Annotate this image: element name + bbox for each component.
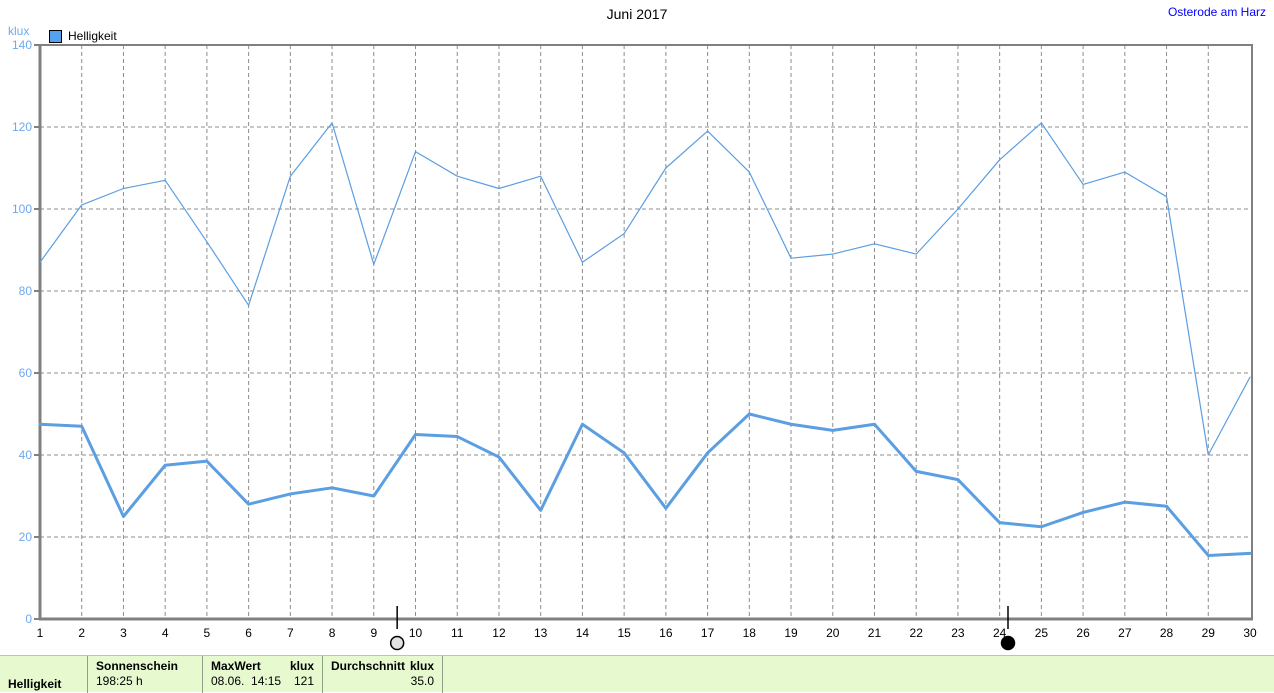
legend: Helligkeit xyxy=(49,29,117,43)
x-axis-label: 6 xyxy=(245,626,252,640)
x-axis-label: 14 xyxy=(576,626,590,640)
legend-swatch-icon xyxy=(49,29,62,43)
y-axis-label: 120 xyxy=(12,120,32,134)
maxvalue-value: 121 xyxy=(293,674,314,688)
x-axis-label: 17 xyxy=(701,626,715,640)
y-axis-label: 0 xyxy=(25,612,32,626)
x-axis-label: 22 xyxy=(910,626,924,640)
status-bar: Helligkeit Sonnenschein 198:25 h MaxWert… xyxy=(0,655,1274,693)
y-axis-label: 20 xyxy=(19,530,33,544)
average-title: Durchschnitt xyxy=(331,659,406,673)
station-link[interactable]: Osterode am Harz xyxy=(1167,5,1266,19)
legend-label: Helligkeit xyxy=(68,29,117,43)
status-empty-cell xyxy=(443,656,1274,693)
y-axis-label: 40 xyxy=(19,448,33,462)
x-axis-label: 3 xyxy=(120,626,127,640)
average-unit: klux xyxy=(409,659,434,673)
x-axis-label: 9 xyxy=(370,626,377,640)
x-axis-label: 5 xyxy=(204,626,211,640)
x-axis-label: 11 xyxy=(451,626,464,640)
x-axis-label: 24 xyxy=(993,626,1007,640)
x-axis-label: 19 xyxy=(784,626,798,640)
x-axis-label: 21 xyxy=(868,626,882,640)
status-maxvalue-cell: MaxWert klux 08.06. 14:15 121 xyxy=(203,656,323,693)
max-series-line xyxy=(39,122,1251,456)
y-axis-label: 60 xyxy=(19,366,33,380)
x-axis-label: 29 xyxy=(1202,626,1216,640)
sunshine-value: 198:25 h xyxy=(96,674,143,688)
sunshine-title: Sonnenschein xyxy=(96,659,179,673)
status-param-label: Helligkeit xyxy=(8,677,62,691)
page-title: Juni 2017 xyxy=(606,6,668,22)
x-axis-label: 28 xyxy=(1160,626,1174,640)
x-axis-label: 7 xyxy=(287,626,294,640)
x-axis-label: 12 xyxy=(492,626,506,640)
x-axis-label: 26 xyxy=(1076,626,1090,640)
y-axis-label: 140 xyxy=(12,38,32,52)
maxvalue-datetime: 08.06. 14:15 xyxy=(211,674,282,688)
x-axis-label: 18 xyxy=(743,626,757,640)
x-axis-label: 10 xyxy=(409,626,423,640)
status-param-cell: Helligkeit xyxy=(0,656,88,693)
average-value: 35.0 xyxy=(410,674,434,688)
status-average-cell: Durchschnitt klux 35.0 xyxy=(323,656,443,693)
y-axis-unit-label: klux xyxy=(8,24,30,38)
y-axis-label: 100 xyxy=(12,202,32,216)
average-series-line xyxy=(38,412,1252,557)
x-axis-label: 2 xyxy=(78,626,85,640)
x-axis-label: 13 xyxy=(534,626,548,640)
x-axis-label: 8 xyxy=(329,626,336,640)
x-axis-label: 15 xyxy=(617,626,631,640)
new-moon-icon xyxy=(1000,635,1016,651)
status-sunshine-cell: Sonnenschein 198:25 h xyxy=(88,656,203,693)
full-moon-icon xyxy=(389,635,405,651)
x-axis-label: 20 xyxy=(826,626,840,640)
x-axis-label: 30 xyxy=(1243,626,1257,640)
x-axis-label: 27 xyxy=(1118,626,1132,640)
maxvalue-title: MaxWert xyxy=(211,659,261,673)
maxvalue-unit: klux xyxy=(289,659,314,673)
x-axis-label: 16 xyxy=(659,626,673,640)
x-axis-label: 25 xyxy=(1035,626,1049,640)
x-axis-label: 23 xyxy=(951,626,965,640)
y-axis-label: 80 xyxy=(19,284,33,298)
x-axis-label: 1 xyxy=(37,626,44,640)
x-axis-label: 4 xyxy=(162,626,169,640)
